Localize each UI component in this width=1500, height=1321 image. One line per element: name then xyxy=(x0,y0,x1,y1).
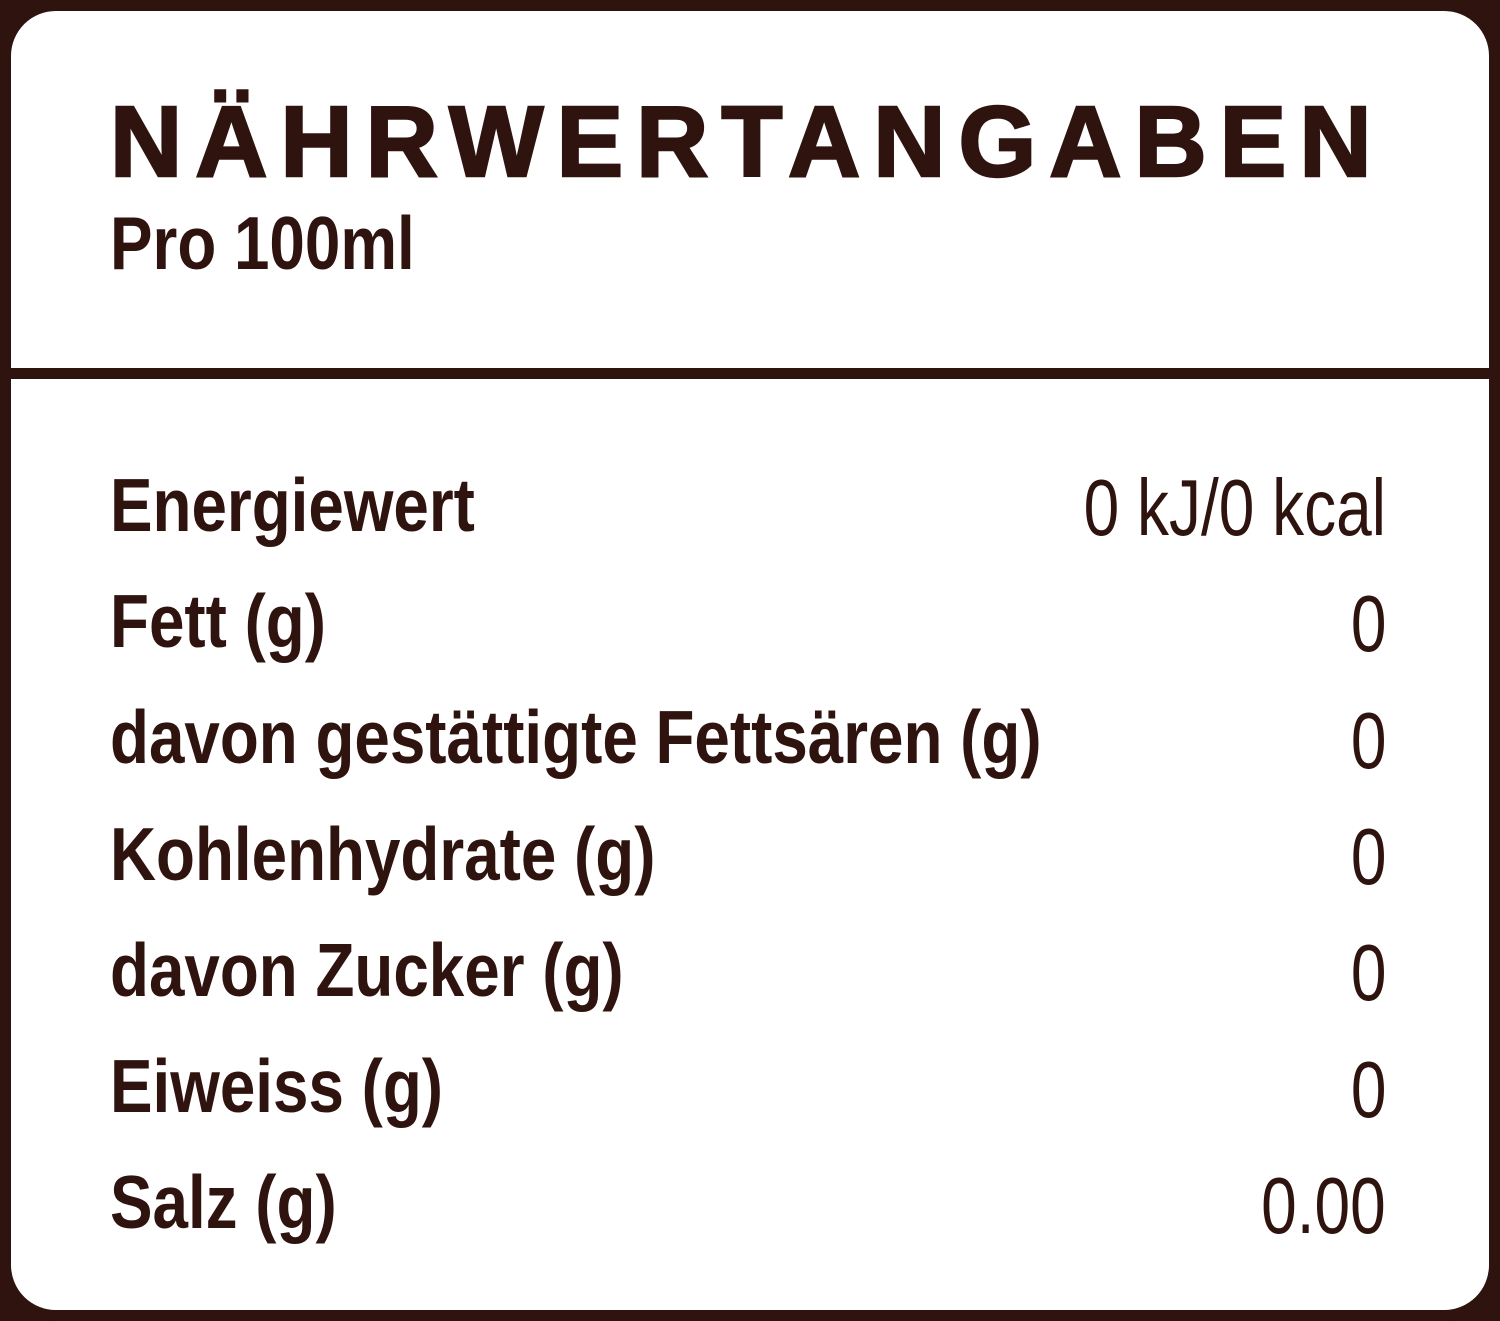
nutrient-value: 0 kJ/0 kcal xyxy=(1083,463,1386,553)
nutrient-value: 0 xyxy=(1350,579,1386,669)
header-divider xyxy=(0,368,1500,379)
nutrition-row: davon gestättigte Fettsären (g) 0 xyxy=(110,680,1386,796)
nutrient-value: 0 xyxy=(1350,1044,1386,1134)
nutrient-name: Energiewert xyxy=(110,462,475,547)
nutrient-value: 0 xyxy=(1350,928,1386,1018)
nutrition-row: Energiewert 0 kJ/0 kcal xyxy=(110,447,1386,563)
nutrient-value: 0 xyxy=(1350,812,1386,902)
nutrient-value: 0 xyxy=(1350,695,1386,785)
serving-size: Pro 100ml xyxy=(110,201,415,285)
nutrition-row: Fett (g) 0 xyxy=(110,563,1386,679)
nutrition-row: Kohlenhydrate (g) 0 xyxy=(110,796,1386,912)
nutrition-row: Eiweiss (g) 0 xyxy=(110,1028,1386,1144)
nutrition-row: Salz (g) 0.00 xyxy=(110,1145,1386,1261)
label-title: NÄHRWERTANGABEN xyxy=(109,86,1385,198)
nutrient-value: 0.00 xyxy=(1261,1160,1386,1250)
nutrient-name: Salz (g) xyxy=(110,1160,337,1245)
nutrition-table: Energiewert 0 kJ/0 kcal Fett (g) 0 davon… xyxy=(110,447,1386,1261)
nutrient-name: Fett (g) xyxy=(110,578,326,663)
nutrient-name: Kohlenhydrate (g) xyxy=(110,811,656,896)
nutrient-name: davon gestättigte Fettsären (g) xyxy=(110,695,1042,780)
nutrient-name: davon Zucker (g) xyxy=(110,927,624,1012)
nutrition-row: davon Zucker (g) 0 xyxy=(110,912,1386,1028)
nutrient-name: Eiweiss (g) xyxy=(110,1044,444,1129)
